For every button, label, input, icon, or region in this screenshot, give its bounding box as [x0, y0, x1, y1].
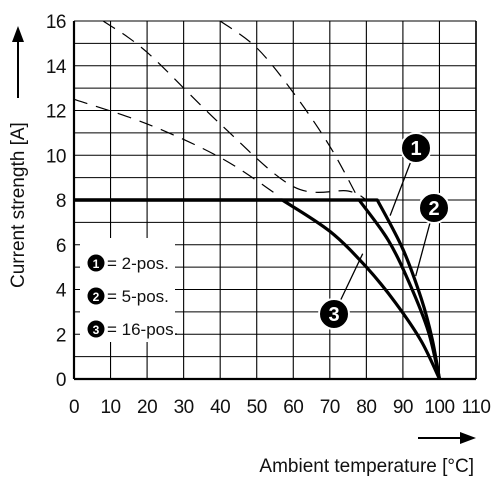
axes — [72, 21, 477, 381]
x-tick-label: 90 — [393, 397, 413, 418]
x-axis-label: Ambient temperature [°C] — [259, 456, 474, 477]
legend: 1 = 2-pos. 2 = 5-pos. 3 = 16-pos. — [80, 238, 178, 342]
marker-2-number: 2 — [428, 198, 439, 220]
legend-marker-2 — [87, 287, 105, 305]
y-tick-label: 0 — [56, 370, 66, 391]
y-tick-label: 16 — [46, 12, 66, 33]
y-tick-label: 8 — [56, 191, 66, 212]
y-tick-label: 4 — [56, 281, 67, 302]
series-2-solid-curve — [74, 198, 442, 380]
x-tick-label: 100 — [424, 397, 454, 418]
x-axis-title: Ambient temperature [°C] — [259, 432, 476, 477]
legend-label-2: = 5-pos. — [107, 287, 169, 306]
legend-entry-1: 1 = 2-pos. — [87, 254, 169, 273]
series-2-dashed-curve — [219, 20, 360, 201]
marker-3-badge — [318, 298, 350, 330]
x-tick-label: 10 — [100, 397, 120, 418]
x-tick-label: 70 — [320, 397, 340, 418]
y-tick-label: 10 — [46, 146, 66, 167]
legend-marker-3 — [87, 320, 105, 338]
y-axis-title: Current strength [A] — [8, 26, 29, 288]
y-tick-labels: 0 2 4 6 8 10 12 14 16 — [46, 12, 68, 391]
marker-1-badge — [400, 132, 432, 164]
legend-label-1: = 2-pos. — [107, 254, 169, 273]
legend-label-3: = 16-pos. — [107, 320, 178, 339]
curve-markers: 1 2 3 — [318, 132, 450, 330]
y-tick-label: 2 — [56, 325, 66, 346]
marker-2-badge — [418, 192, 450, 224]
legend-marker-1-digit: 1 — [93, 257, 100, 271]
legend-marker-3-digit: 3 — [93, 323, 100, 337]
x-tick-label: 0 — [69, 397, 79, 418]
legend-entry-3: 3 = 16-pos. — [87, 320, 178, 339]
x-tick-labels: 0 10 20 30 40 50 60 70 80 90 100 110 — [69, 397, 491, 418]
x-tick-label: 60 — [283, 397, 303, 418]
x-tick-label: 40 — [210, 397, 230, 418]
x-tick-label: 50 — [247, 397, 267, 418]
solid-curves — [74, 198, 442, 380]
y-tick-label: 14 — [46, 57, 67, 78]
y-tick-label: 12 — [46, 102, 66, 123]
x-tick-label: 110 — [462, 397, 491, 418]
x-axis-arrowhead — [460, 432, 476, 444]
y-axis-label: Current strength [A] — [8, 122, 29, 288]
legend-entry-2: 2 = 5-pos. — [87, 287, 169, 306]
series-3-solid-curve — [74, 198, 441, 380]
dashed-curves — [73, 20, 367, 201]
x-tick-label: 80 — [356, 397, 376, 418]
legend-marker-2-digit: 2 — [93, 290, 100, 304]
legend-marker-1 — [87, 254, 105, 272]
y-tick-label: 6 — [56, 236, 66, 257]
y-axis-arrowhead — [12, 26, 24, 42]
x-tick-label: 30 — [174, 397, 194, 418]
x-tick-label: 20 — [137, 397, 157, 418]
series-3-dashed-curve — [73, 98, 276, 194]
series-1-dashed-curve — [102, 20, 367, 201]
marker-3-number: 3 — [328, 304, 339, 326]
marker-1-number: 1 — [410, 138, 421, 160]
